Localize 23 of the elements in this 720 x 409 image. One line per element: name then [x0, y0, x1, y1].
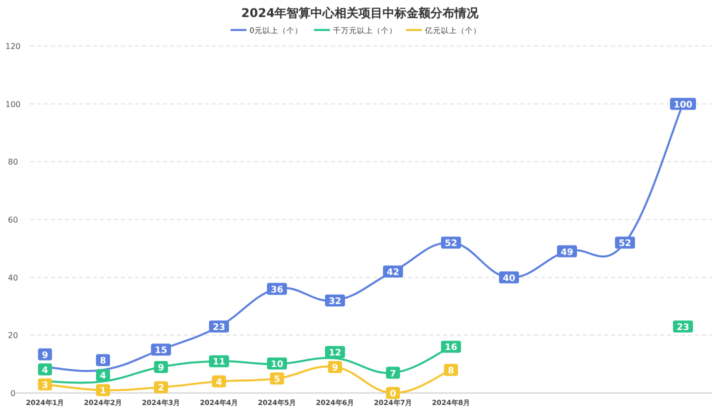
data-label: 4: [100, 372, 106, 382]
data-label: 9: [158, 363, 164, 374]
data-label: 8: [448, 366, 454, 376]
data-label: 8: [100, 356, 106, 367]
data-label: 7: [390, 369, 396, 380]
data-label: 5: [274, 375, 280, 386]
data-label: 4: [42, 366, 48, 376]
y-tick-label: 0: [10, 389, 16, 398]
y-tick-label: 100: [5, 100, 21, 109]
data-label: 9: [42, 350, 48, 361]
y-tick-label: 80: [8, 158, 18, 167]
chart-title: 2024年智算中心相关项目中标金额分布情况: [241, 6, 480, 20]
data-label: 9: [332, 363, 338, 374]
data-label: 0: [390, 390, 396, 400]
data-label: 2: [158, 384, 164, 394]
y-tick-label: 120: [5, 42, 21, 51]
data-label: 12: [328, 348, 342, 358]
y-tick-label: 20: [8, 331, 18, 340]
data-label: 3: [42, 380, 48, 391]
y-tick-label: 40: [8, 273, 18, 282]
y-tick-label: 60: [8, 216, 18, 224]
data-label: 1: [100, 386, 106, 397]
data-label: 4: [216, 378, 222, 388]
